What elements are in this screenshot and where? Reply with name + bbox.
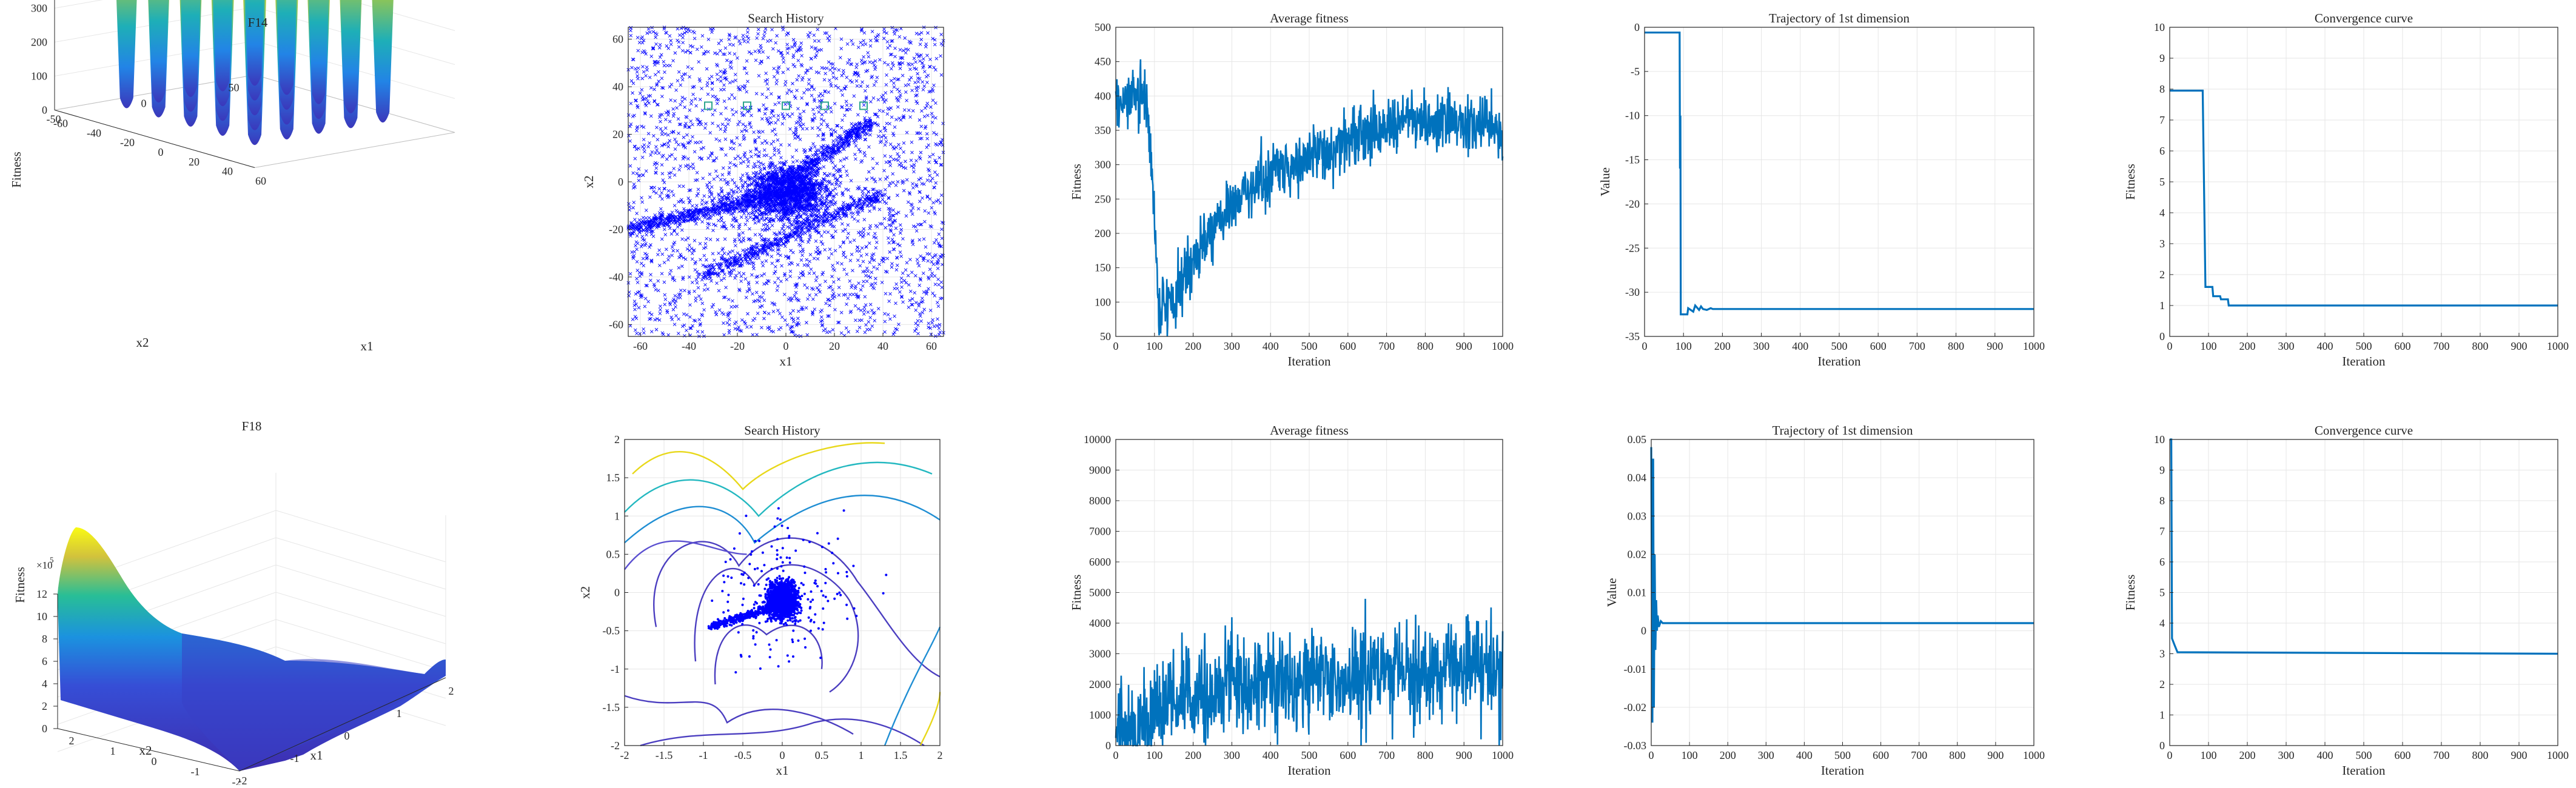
f14-surface-x-tick-label: 40 <box>222 165 233 178</box>
f14-surface-z-tick-label: 200 <box>31 36 47 48</box>
f14-surface-x-tick-label: -40 <box>87 127 101 139</box>
f14-surface-y-tick-label: 0 <box>141 98 147 110</box>
f14-surface-y-tick-label: 50 <box>229 81 240 93</box>
f14-surface-x-tick-label: 20 <box>189 156 200 168</box>
f14-surface-y-axis-label: x2 <box>136 335 149 350</box>
chart-f14-surface: 0100200300400500-60-40-200204060-50050F1… <box>0 0 515 388</box>
f14-surface-x-tick-label: 60 <box>255 175 266 187</box>
f14-surface-title: F14 <box>248 15 268 30</box>
f14-surface-y-tick-label: -50 <box>47 113 61 125</box>
f14-surface-z-tick-label: 100 <box>31 70 47 82</box>
f14-surface-x-tick-label: -20 <box>120 136 135 149</box>
f14-surface-x-tick-label: 0 <box>158 146 164 158</box>
f14-surface-well <box>115 0 139 108</box>
f14-surface-z-tick-label: 300 <box>31 2 47 15</box>
f14-surface-z-axis-label: Fitness <box>9 152 24 188</box>
f14-surface-well <box>371 0 395 122</box>
f14-surface-x-axis-label: x1 <box>361 339 374 353</box>
f14-surface-svg: 0100200300400500-60-40-200204060-50050F1… <box>0 0 515 388</box>
